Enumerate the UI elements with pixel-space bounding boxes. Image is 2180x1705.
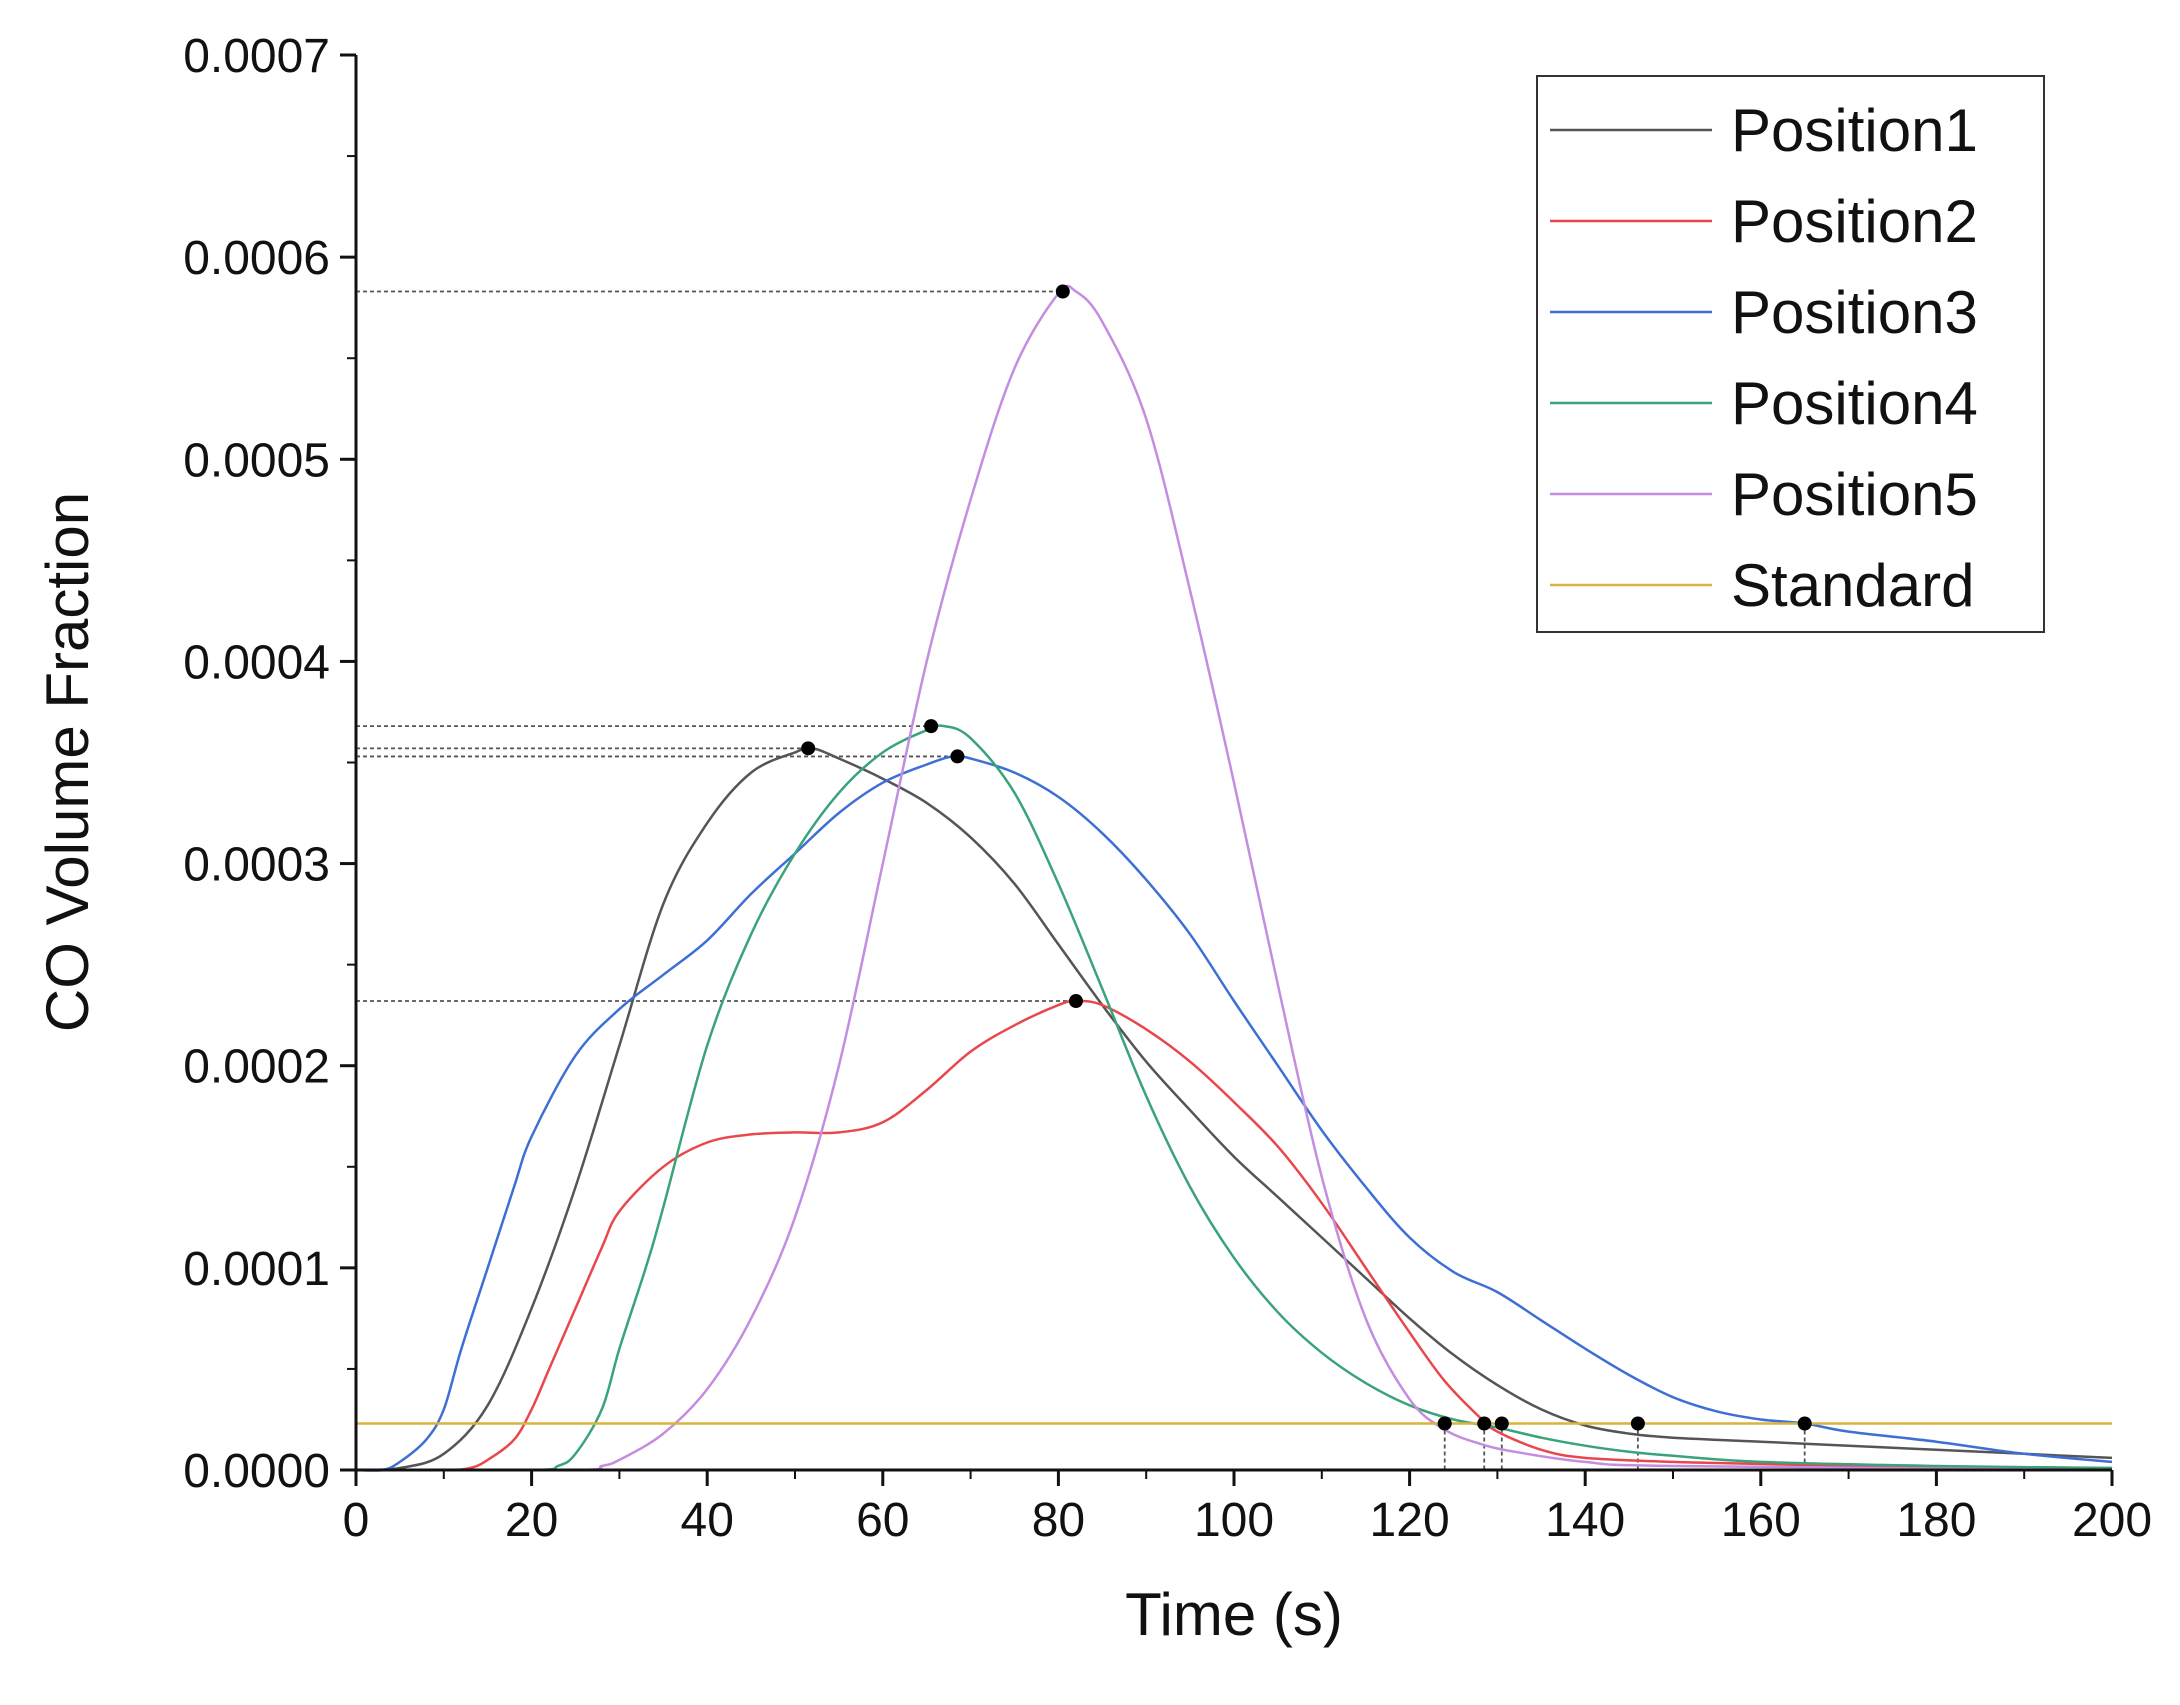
peak-marker: [1068, 994, 1083, 1009]
series-line-position5: [355, 284, 2113, 1472]
y-tick-label: 0.0000: [183, 1445, 330, 1498]
legend: Position1 Position2 Position3 Position4 Posi…: [1536, 75, 2045, 633]
x-tick-label: 200: [2072, 1494, 2152, 1547]
threshold-marker: [1477, 1416, 1492, 1431]
threshold-marker: [1797, 1416, 1812, 1431]
x-tick-label: 160: [1721, 1494, 1801, 1547]
x-axis-title: Time (s): [1125, 1581, 1343, 1648]
reference-dashed-lines: [356, 290, 1806, 1470]
x-tick-label: 80: [1032, 1494, 1085, 1547]
point-markers: [801, 284, 1812, 1431]
legend-label: Position4: [1731, 370, 1978, 437]
x-tick-label: 40: [681, 1494, 734, 1547]
y-tick-label: 0.0006: [183, 232, 330, 285]
threshold-marker: [1630, 1416, 1645, 1431]
y-tick-label: 0.0002: [183, 1041, 330, 1094]
x-tick-label: 20: [505, 1494, 558, 1547]
peak-marker: [1055, 284, 1070, 299]
x-tick-label: 60: [856, 1494, 909, 1547]
legend-label: Position2: [1731, 188, 1978, 255]
series-line-position4: [355, 724, 2113, 1472]
peak-marker: [950, 749, 965, 764]
threshold-marker: [1437, 1416, 1452, 1431]
peak-marker: [801, 741, 816, 756]
legend-label: Position3: [1731, 279, 1978, 346]
x-tick-label: 140: [1545, 1494, 1625, 1547]
series-line-position1: [355, 746, 2113, 1472]
threshold-marker: [1494, 1416, 1509, 1431]
x-tick-label: 0: [343, 1494, 370, 1547]
y-tick-label: 0.0001: [183, 1243, 330, 1296]
legend-frame: [1536, 75, 2045, 633]
y-tick-label: 0.0003: [183, 839, 330, 892]
peak-marker: [924, 719, 939, 734]
x-tick-label: 180: [1896, 1494, 1976, 1547]
x-tick-label: 120: [1370, 1494, 1450, 1547]
legend-label: Position1: [1731, 97, 1978, 164]
axis-ticks: 0 20 40 60 80 100 120 140 160 180 200 0.0000 0.0001 0…: [183, 30, 2152, 1547]
legend-label: Position5: [1731, 461, 1978, 528]
series-line-position3: [355, 754, 2113, 1472]
legend-label: Standard: [1731, 552, 1975, 619]
y-tick-label: 0.0007: [183, 30, 330, 83]
y-tick-label: 0.0005: [183, 434, 330, 487]
series-lines: [355, 284, 2113, 1472]
y-axis-title: CO Volume Fraction: [34, 492, 101, 1032]
y-tick-label: 0.0004: [183, 636, 330, 689]
x-tick-label: 100: [1194, 1494, 1274, 1547]
